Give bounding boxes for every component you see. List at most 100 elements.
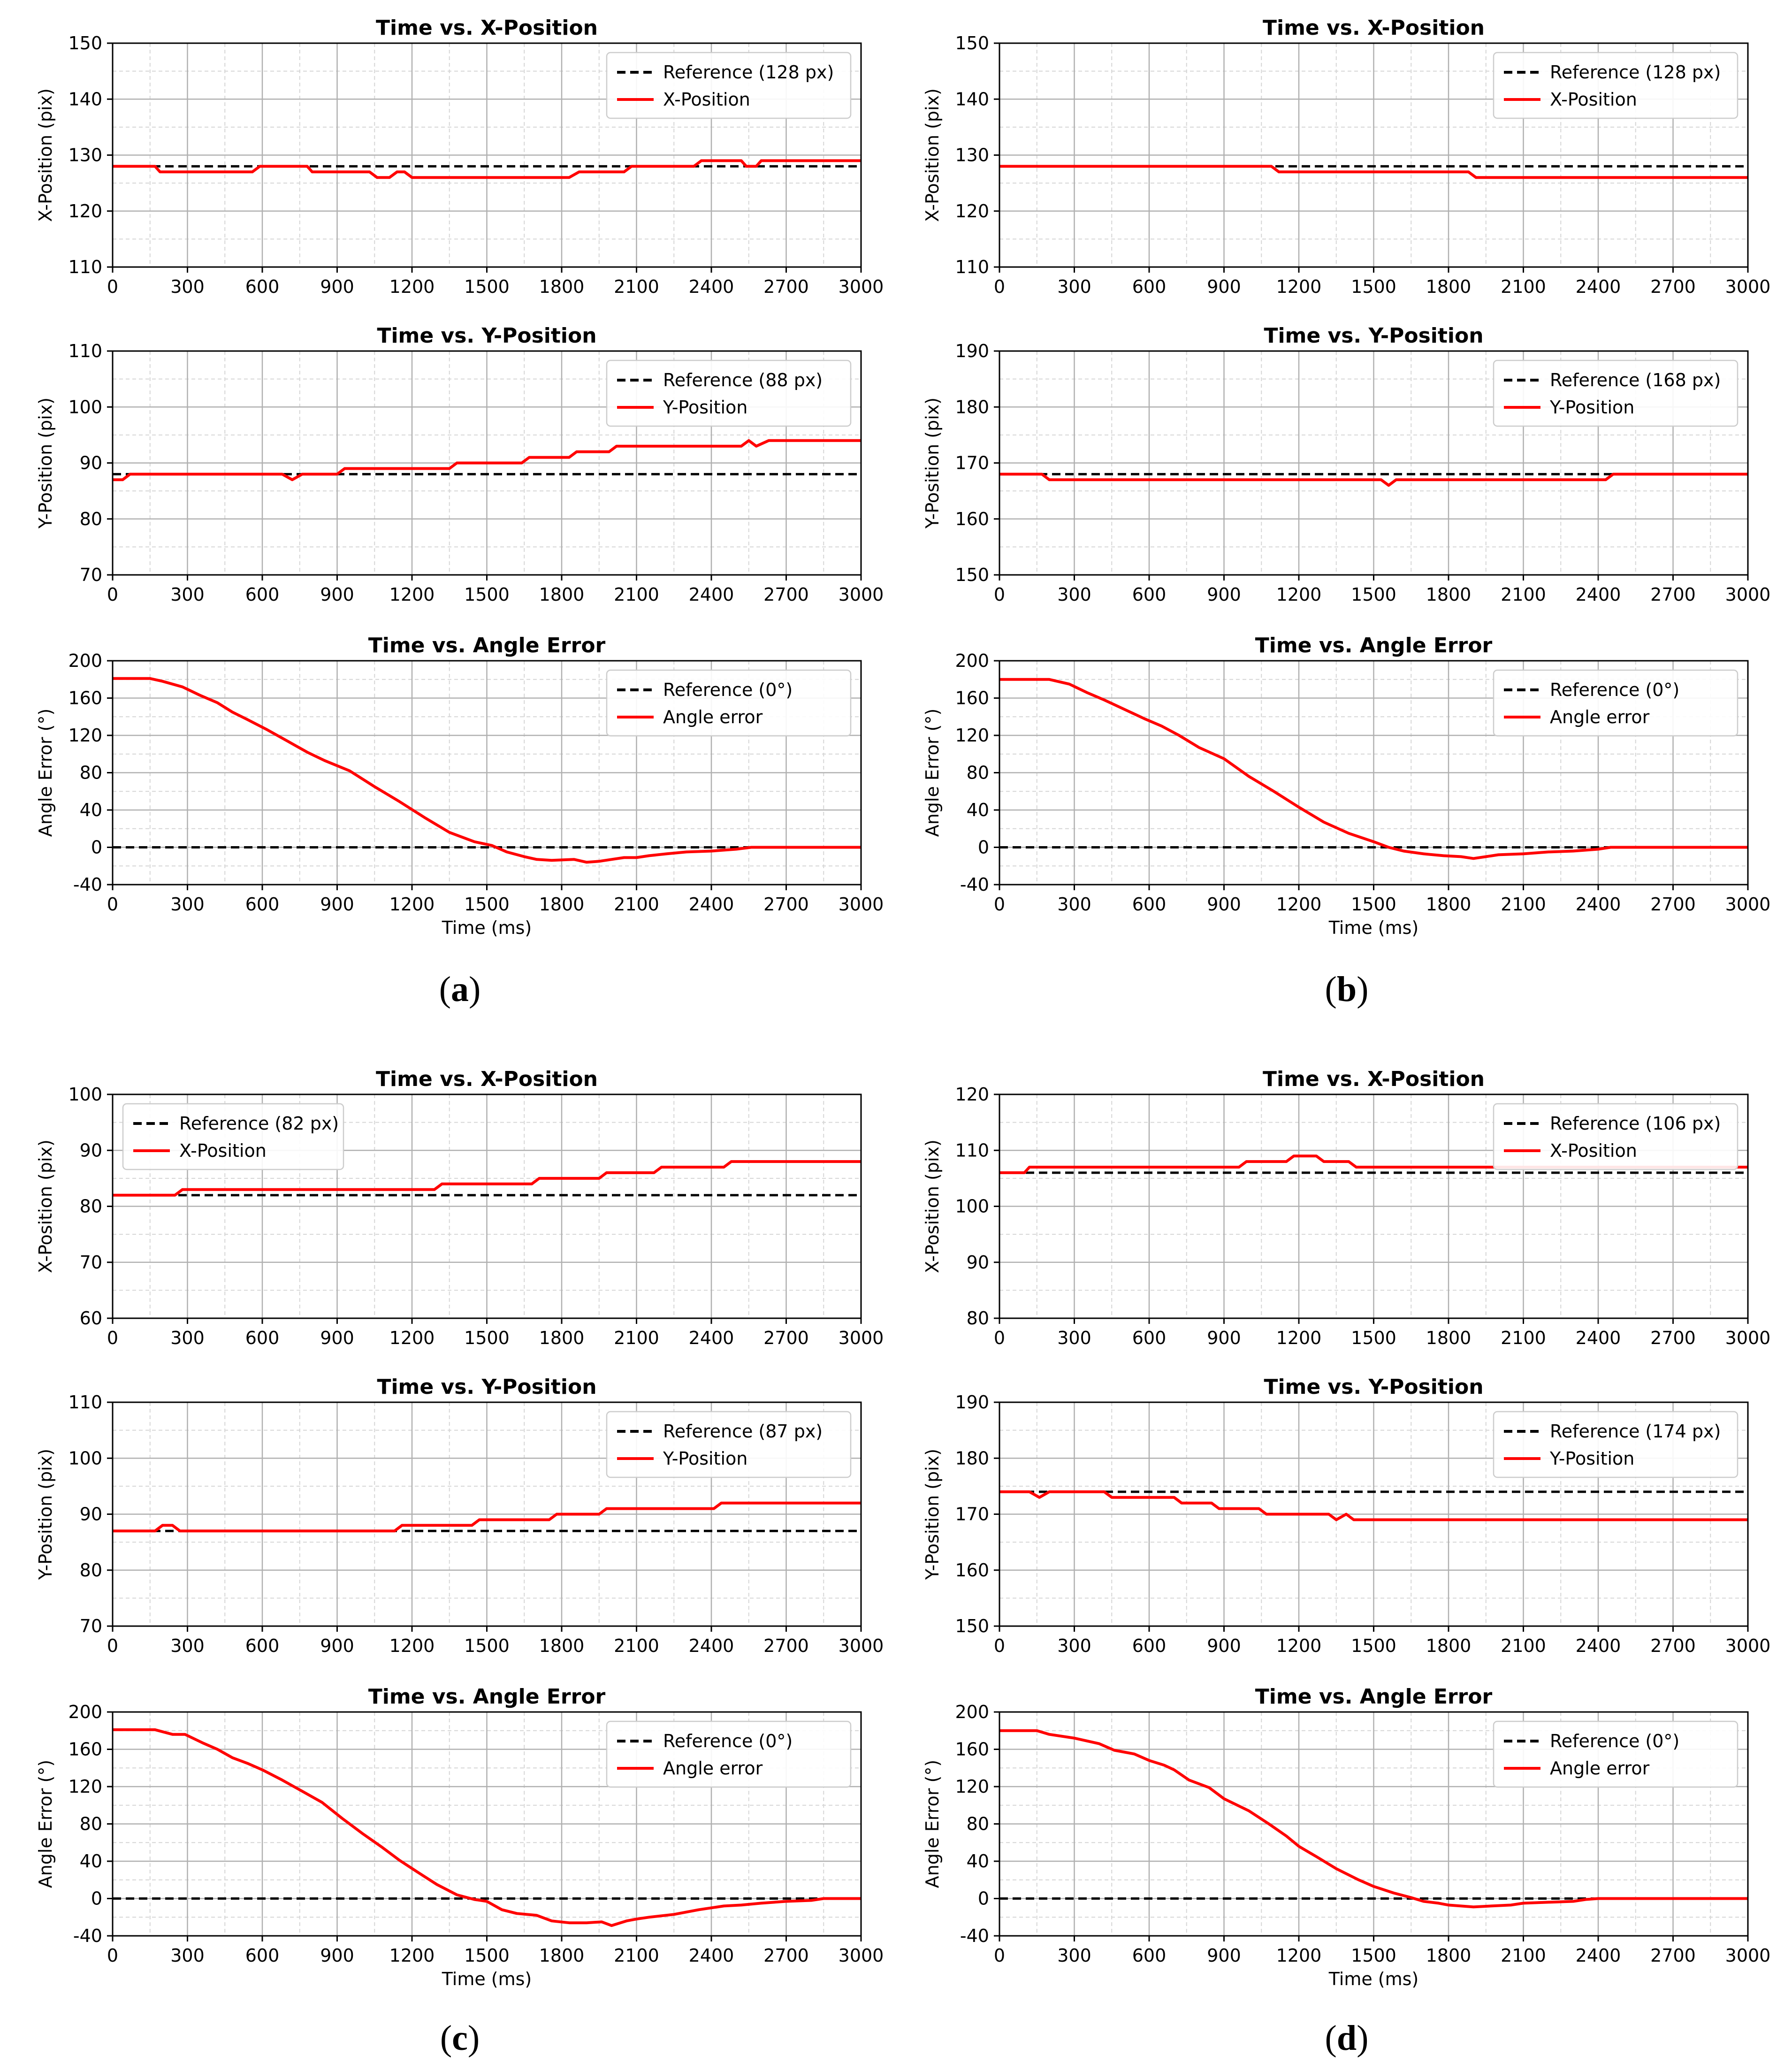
b-y-tick-label-x: 3000	[1725, 584, 1771, 605]
c-y-tick-label-x: 3000	[839, 1635, 884, 1656]
a-x-tick-label-x: 900	[320, 276, 354, 297]
d-y-tick-label-y: 190	[955, 1392, 989, 1413]
d-x-tick-label-x: 1200	[1276, 1328, 1322, 1348]
a-y-tick-label-x: 1200	[389, 584, 435, 605]
d-angle-tick-label-y: 80	[967, 1814, 989, 1834]
b-y-tick-label-x: 1800	[1426, 584, 1472, 605]
b-x-measured-line	[999, 165, 1748, 179]
a-x-tick-label-y: 130	[68, 145, 102, 166]
a-x-tick-label-x: 3000	[839, 276, 884, 297]
d-x-tick-label-x: 600	[1132, 1328, 1167, 1348]
a-y-tick-label-x: 1800	[539, 584, 585, 605]
a-x-ylabel: X-Position (pix)	[35, 88, 56, 222]
c-y-tick-label-y: 100	[68, 1448, 102, 1468]
d-y-legend-label-measured: Y-Position	[1549, 1448, 1634, 1469]
c-angle-tick-label-x: 1200	[389, 1945, 435, 1966]
a-x-tick-label-x: 2100	[614, 276, 659, 297]
a-angle-title: Time vs. Angle Error	[368, 634, 606, 657]
b-angle-plot-frame	[999, 660, 1749, 886]
b-y-measured-line	[999, 473, 1748, 487]
a-y-tick-label-y: 90	[80, 453, 102, 474]
c-angle-tick-label-y: 80	[80, 1814, 102, 1834]
b-angle-legend-label-measured: Angle error	[1550, 707, 1650, 727]
c-y-title: Time vs. Y-Position	[377, 1375, 596, 1399]
a-y-tick-label-x: 3000	[839, 584, 884, 605]
b-y-legend-box	[1493, 359, 1739, 427]
a-angle-ylabel: Angle Error (°)	[35, 709, 56, 837]
b-y-tick-label-y: 170	[955, 453, 989, 474]
b-angle-ylabel: Angle Error (°)	[922, 709, 943, 837]
a-angle-tick-label-y: 40	[80, 800, 102, 820]
d-x-tick-label-x: 0	[994, 1328, 1005, 1348]
c-angle-tick-label-x: 600	[245, 1945, 280, 1966]
d-x-tick-label-x: 2700	[1650, 1328, 1696, 1348]
c-y-ylabel: Y-Position (pix)	[35, 1449, 56, 1580]
c-x-tick-label-y: 70	[80, 1252, 102, 1273]
a-y-measured-line	[113, 439, 861, 481]
d-x-title: Time vs. X-Position	[1263, 1067, 1485, 1091]
d-angle-tick-label-y: 200	[955, 1702, 989, 1722]
b-angle-tick-label-x: 2400	[1576, 894, 1621, 915]
a-angle-tick-label-x: 600	[245, 894, 280, 915]
d-x-tick-label-y: 110	[955, 1140, 989, 1161]
b-angle-tick-label-x: 1800	[1426, 894, 1472, 915]
b-angle-measured-line	[999, 678, 1748, 860]
c-angle-tick-label-x: 900	[320, 1945, 354, 1966]
d-y-plot-frame	[999, 1401, 1749, 1627]
c-x-tick-label-y: 90	[80, 1140, 102, 1161]
c-x-tick-label-y: 60	[80, 1308, 102, 1329]
c-angle-legend-label-measured: Angle error	[663, 1758, 763, 1779]
c-y-tick-label-y: 70	[80, 1616, 102, 1636]
d-y-tick-label-x: 1500	[1351, 1635, 1396, 1656]
c-y-tick-label-x: 300	[170, 1635, 205, 1656]
a-x-tick-label-y: 120	[68, 201, 102, 222]
a-y-tick-label-y: 110	[68, 341, 102, 361]
c-y-tick-label-x: 2400	[689, 1635, 734, 1656]
c-y-measured-line	[113, 1501, 861, 1533]
d-angle-tick-label-y: 40	[967, 1851, 989, 1872]
b-y-ylabel: Y-Position (pix)	[922, 397, 943, 529]
a-angle-tick-label-x: 1200	[389, 894, 435, 915]
a-angle-tick-label-y: -40	[73, 874, 102, 895]
a-angle-tick-label-y: 0	[91, 837, 102, 858]
d-angle-tick-label-y: -40	[960, 1926, 989, 1946]
a-y-tick-label-x: 300	[170, 584, 205, 605]
d-y-tick-label-y: 180	[955, 1448, 989, 1468]
c-y-tick-label-y: 80	[80, 1560, 102, 1581]
a-y-legend-box	[606, 359, 852, 427]
d-y-ylabel: Y-Position (pix)	[922, 1449, 943, 1580]
d-y-legend-box	[1493, 1411, 1739, 1478]
b-angle-legend-box	[1493, 669, 1739, 737]
b-x-tick-label-x: 2400	[1576, 276, 1621, 297]
b-x-tick-label-y: 140	[955, 89, 989, 109]
c-x-tick-label-x: 2700	[763, 1328, 809, 1348]
d-x-legend-box	[1493, 1103, 1739, 1170]
b-x-legend-label-measured: X-Position	[1550, 89, 1637, 110]
d-y-tick-label-x: 1200	[1276, 1635, 1322, 1656]
c-angle-tick-label-y: -40	[73, 1926, 102, 1946]
a-x-measured-line	[113, 159, 861, 179]
b-y-tick-label-x: 1200	[1276, 584, 1322, 605]
a-angle-legend-label-measured: Angle error	[663, 707, 763, 727]
d-angle-tick-label-y: 120	[955, 1776, 989, 1797]
d-x-tick-label-y: 100	[955, 1196, 989, 1217]
d-x-tick-label-x: 300	[1057, 1328, 1091, 1348]
d-y-measured-line	[999, 1490, 1748, 1521]
d-y-tick-label-x: 900	[1207, 1635, 1241, 1656]
c-y-tick-label-x: 600	[245, 1635, 280, 1656]
c-x-title: Time vs. X-Position	[376, 1067, 598, 1091]
c-x-plot-frame	[112, 1093, 862, 1319]
c-angle-tick-label-x: 3000	[839, 1945, 884, 1966]
b-x-tick-label-x: 1500	[1351, 276, 1396, 297]
b-x-title: Time vs. X-Position	[1263, 16, 1485, 40]
a-angle-tick-label-y: 200	[68, 650, 102, 671]
d-y-tick-label-x: 600	[1132, 1635, 1167, 1656]
a-x-tick-label-x: 0	[107, 276, 118, 297]
c-angle-legend-box	[606, 1720, 852, 1788]
a-x-tick-label-x: 2700	[763, 276, 809, 297]
c-angle-tick-label-x: 2100	[614, 1945, 659, 1966]
d-angle-tick-label-x: 600	[1132, 1945, 1167, 1966]
d-y-tick-label-x: 2100	[1501, 1635, 1546, 1656]
d-angle-tick-label-x: 2700	[1650, 1945, 1696, 1966]
d-angle-tick-label-x: 1200	[1276, 1945, 1322, 1966]
